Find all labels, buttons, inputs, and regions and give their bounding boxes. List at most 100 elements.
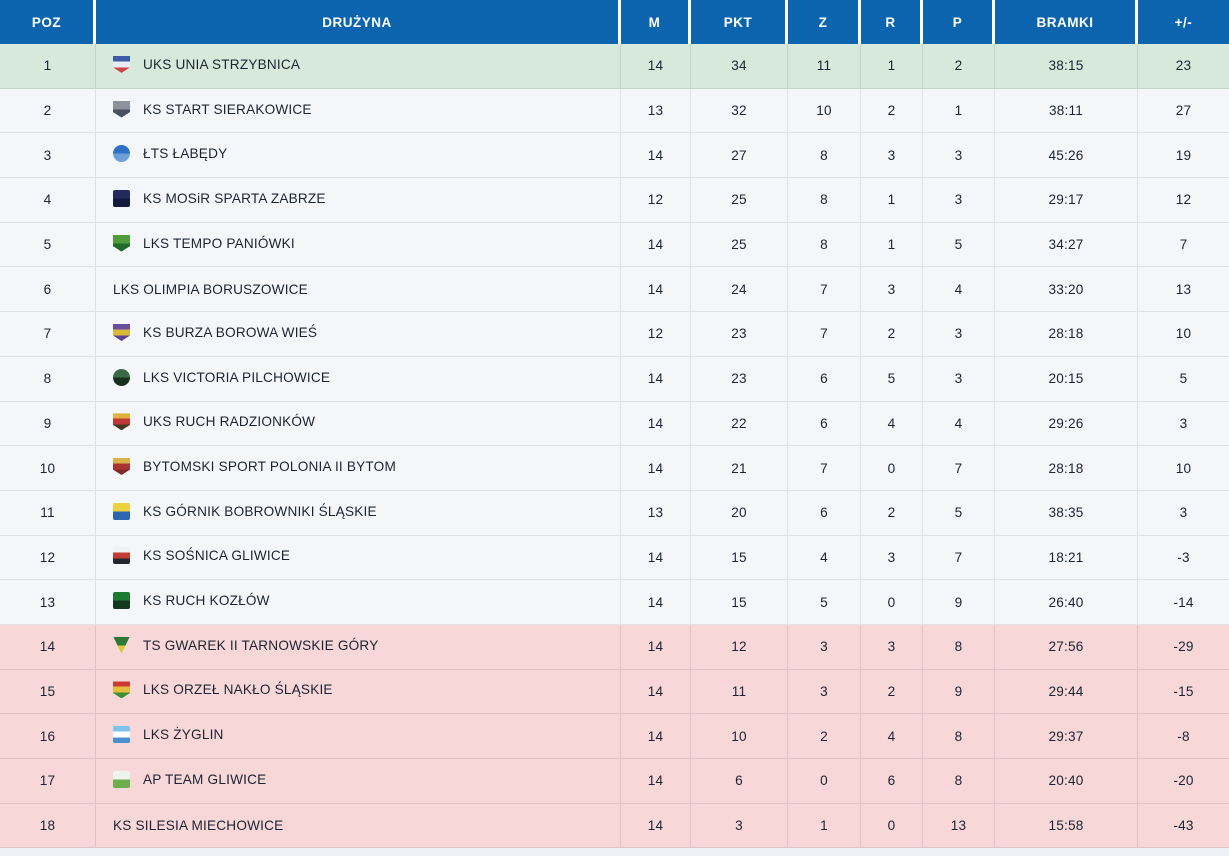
cell-pkt: 11	[691, 669, 788, 715]
team-name: KS START SIERAKOWICE	[143, 101, 312, 117]
table-row: 8 LKS VICTORIA PILCHOWICE 14 23 6 5 3 20:15 5	[0, 356, 1229, 402]
cell-diff: -8	[1138, 714, 1229, 759]
team-name: KS MOSiR SPARTA ZABRZE	[143, 190, 326, 206]
cell-bramki: 38:35	[995, 490, 1138, 536]
cell-p: 3	[923, 178, 995, 223]
cell-p: 9	[923, 669, 995, 715]
table-row: 11 KS GÓRNIK BOBROWNIKI ŚLĄSKIE 13 20 6 2 5 38:…	[0, 490, 1229, 536]
cell-bramki: 34:27	[995, 222, 1138, 268]
cell-p: 2	[923, 44, 995, 89]
team-cell: KS START SIERAKOWICE	[96, 88, 621, 134]
cell-diff: 5	[1138, 356, 1229, 402]
team-name: LKS VICTORIA PILCHOWICE	[143, 369, 331, 385]
team-wrap: LKS TEMPO PANIÓWKI	[113, 234, 295, 252]
team-crest-icon	[113, 770, 130, 788]
cell-z: 1	[788, 803, 861, 849]
cell-p: 7	[923, 535, 995, 581]
cell-bramki: 27:56	[995, 624, 1138, 670]
team-wrap: AP TEAM GLIWICE	[113, 770, 267, 788]
cell-m: 14	[621, 133, 691, 179]
cell-r: 0	[861, 446, 923, 491]
cell-r: 5	[861, 356, 923, 402]
cell-poz: 11	[0, 490, 96, 536]
cell-pkt: 34	[691, 44, 788, 89]
cell-bramki: 18:21	[995, 535, 1138, 581]
cell-poz: 8	[0, 356, 96, 402]
cell-poz: 1	[0, 44, 96, 89]
team-cell: LKS ORZEŁ NAKŁO ŚLĄSKIE	[96, 669, 621, 715]
cell-bramki: 38:15	[995, 44, 1138, 89]
cell-pkt: 27	[691, 133, 788, 179]
cell-m: 14	[621, 222, 691, 268]
table-row: 3 ŁTS ŁABĘDY 14 27 8 3 3 45:26 19	[0, 133, 1229, 179]
team-wrap: KS GÓRNIK BOBROWNIKI ŚLĄSKIE	[113, 502, 377, 520]
cell-poz: 9	[0, 401, 96, 447]
cell-m: 14	[621, 446, 691, 491]
cell-p: 7	[923, 446, 995, 491]
cell-bramki: 45:26	[995, 133, 1138, 179]
cell-r: 2	[861, 312, 923, 357]
bottom-strip	[0, 848, 1229, 856]
cell-r: 4	[861, 714, 923, 759]
cell-m: 14	[621, 624, 691, 670]
team-wrap: UKS UNIA STRZYBNICA	[113, 55, 301, 73]
cell-diff: 12	[1138, 178, 1229, 223]
cell-r: 4	[861, 401, 923, 447]
team-cell: KS GÓRNIK BOBROWNIKI ŚLĄSKIE	[96, 490, 621, 536]
cell-p: 3	[923, 356, 995, 402]
cell-pkt: 22	[691, 401, 788, 447]
cell-z: 0	[788, 759, 861, 804]
team-crest-icon	[113, 189, 130, 207]
column-header-r: R	[861, 0, 923, 44]
team-crest-icon	[113, 681, 130, 699]
team-wrap: KS SILESIA MIECHOWICE	[113, 818, 283, 833]
cell-diff: 23	[1138, 44, 1229, 89]
team-cell: KS SOŚNICA GLIWICE	[96, 535, 621, 581]
table-row: 2 KS START SIERAKOWICE 13 32 10 2 1 38:11 27	[0, 88, 1229, 134]
team-cell: UKS RUCH RADZIONKÓW	[96, 401, 621, 447]
team-name: AP TEAM GLIWICE	[143, 771, 267, 787]
team-name: KS RUCH KOZŁÓW	[143, 593, 270, 609]
cell-poz: 2	[0, 88, 96, 134]
cell-pkt: 21	[691, 446, 788, 491]
cell-p: 5	[923, 222, 995, 268]
cell-p: 8	[923, 714, 995, 759]
cell-bramki: 20:40	[995, 759, 1138, 804]
table-row: 9 UKS RUCH RADZIONKÓW 14 22 6 4 4 29:26 3	[0, 401, 1229, 447]
cell-diff: 7	[1138, 222, 1229, 268]
team-name: LKS TEMPO PANIÓWKI	[143, 235, 295, 251]
team-crest-icon	[113, 636, 130, 654]
team-crest-icon	[113, 502, 130, 520]
cell-poz: 16	[0, 714, 96, 759]
cell-pkt: 20	[691, 490, 788, 536]
team-crest-icon	[113, 145, 130, 163]
cell-m: 14	[621, 714, 691, 759]
cell-p: 4	[923, 267, 995, 313]
team-cell: KS MOSiR SPARTA ZABRZE	[96, 178, 621, 223]
table-row: 15 LKS ORZEŁ NAKŁO ŚLĄSKIE 14 11 3 2 9 29:44 -15	[0, 669, 1229, 715]
cell-r: 3	[861, 133, 923, 179]
table-row: 17 AP TEAM GLIWICE 14 6 0 6 8 20:40 -20	[0, 759, 1229, 804]
cell-bramki: 28:18	[995, 446, 1138, 491]
team-cell: LKS TEMPO PANIÓWKI	[96, 222, 621, 268]
cell-z: 7	[788, 267, 861, 313]
team-name: ŁTS ŁABĘDY	[143, 146, 228, 162]
team-crest-icon	[113, 547, 130, 565]
cell-poz: 10	[0, 446, 96, 491]
team-name: UKS UNIA STRZYBNICA	[143, 56, 301, 72]
team-wrap: ŁTS ŁABĘDY	[113, 145, 228, 163]
cell-poz: 17	[0, 759, 96, 804]
team-name: UKS RUCH RADZIONKÓW	[143, 414, 316, 430]
cell-p: 3	[923, 312, 995, 357]
cell-z: 7	[788, 446, 861, 491]
cell-diff: -29	[1138, 624, 1229, 670]
column-header-bramki: BRAMKI	[995, 0, 1138, 44]
cell-z: 3	[788, 669, 861, 715]
cell-bramki: 26:40	[995, 580, 1138, 625]
cell-diff: -3	[1138, 535, 1229, 581]
cell-m: 14	[621, 356, 691, 402]
cell-pkt: 32	[691, 88, 788, 134]
cell-z: 11	[788, 44, 861, 89]
cell-diff: 3	[1138, 490, 1229, 536]
